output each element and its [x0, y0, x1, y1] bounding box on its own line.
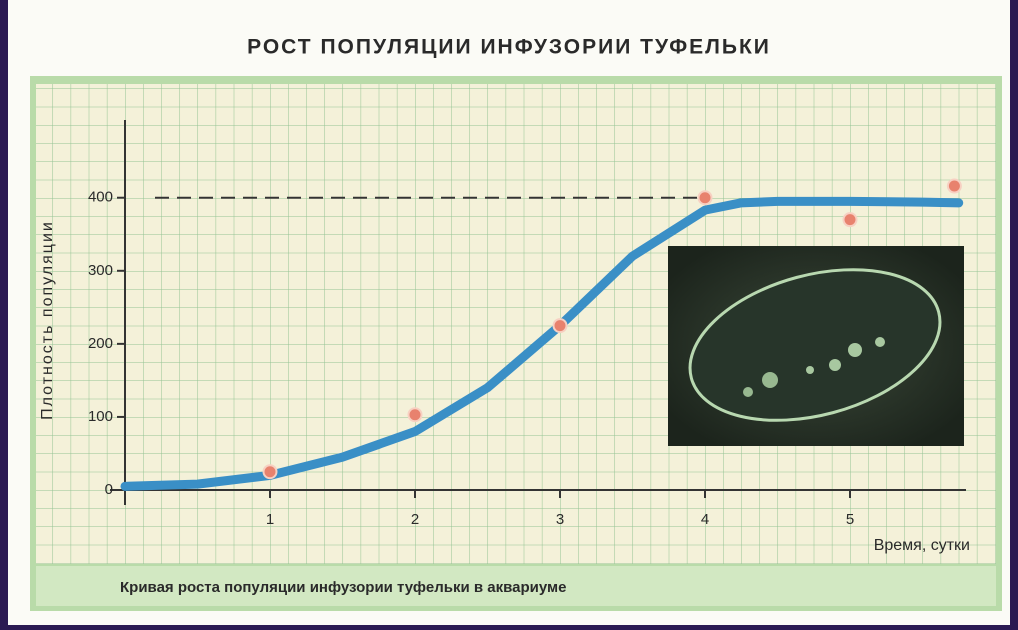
photo [668, 244, 964, 446]
y-tick-label: 200 [88, 335, 113, 352]
y-tick-label: 100 [88, 408, 113, 425]
chart: РОСТ ПОПУЛЯЦИИ ИНФУЗОРИИ ТУФЕЛЬКИ Кривая… [0, 0, 1018, 630]
y-tick-label: 0 [105, 481, 113, 498]
x-tick-label: 1 [266, 511, 274, 528]
x-tick-label: 4 [701, 511, 709, 528]
y-tick-label: 400 [88, 189, 113, 206]
observation-point [409, 408, 422, 421]
observation-point [554, 319, 567, 332]
x-tick-label: 5 [846, 511, 854, 528]
observation-point [699, 191, 712, 204]
observation-point [948, 180, 961, 193]
chart-title: РОСТ ПОПУЛЯЦИИ ИНФУЗОРИИ ТУФЕЛЬКИ [247, 36, 771, 59]
page: {"chart_data": { "type": "line", "title"… [0, 0, 1018, 630]
y-tick-label: 300 [88, 262, 113, 279]
x-tick-label: 2 [411, 511, 419, 528]
x-tick-label: 3 [556, 511, 564, 528]
observation-point [844, 213, 857, 226]
observation-point [264, 465, 277, 478]
x-axis-label: Время, сутки [874, 537, 970, 554]
y-axis-label: Плотность популяции [39, 220, 56, 420]
caption: Кривая роста популяции инфузории туфельк… [120, 579, 566, 596]
